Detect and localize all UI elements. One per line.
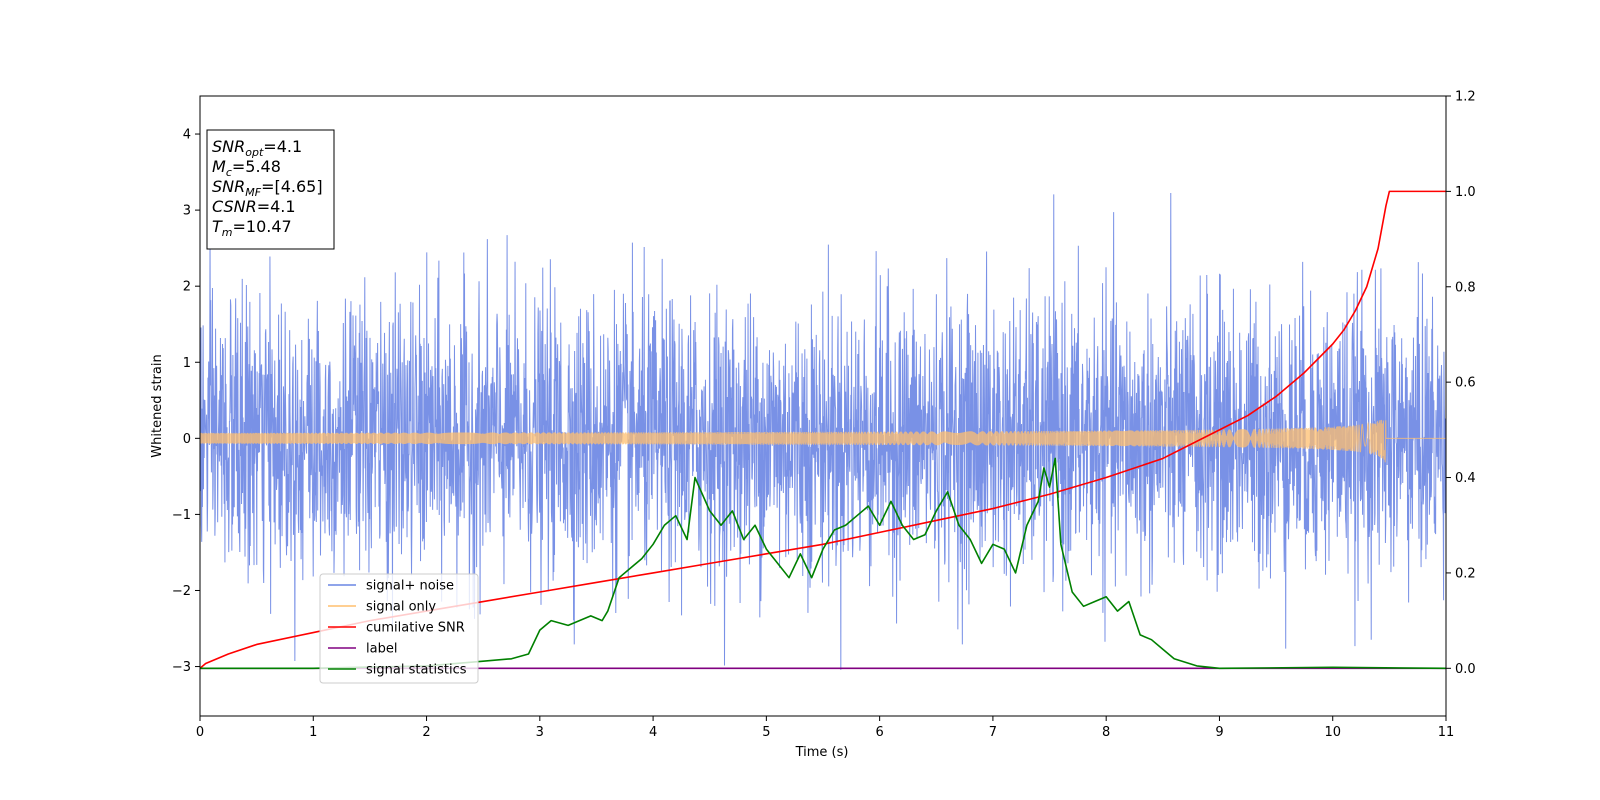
info-box-line: Mc=5.48 bbox=[212, 157, 281, 179]
y-right-tick-label: 0.0 bbox=[1455, 662, 1476, 677]
legend-entry: signal only bbox=[366, 600, 436, 615]
x-tick-label: 5 bbox=[762, 725, 770, 740]
y-left-tick-label: 3 bbox=[183, 204, 191, 219]
y-left-tick-label: −2 bbox=[172, 584, 191, 599]
signal-only-line bbox=[200, 419, 1446, 463]
y-axis-label: Whitened strain bbox=[150, 354, 165, 457]
y-left-tick-label: 2 bbox=[183, 280, 191, 295]
legend-entry: signal+ noise bbox=[366, 579, 454, 594]
info-box-line: SNRMF=[4.65] bbox=[212, 177, 323, 199]
x-tick-label: 8 bbox=[1102, 725, 1110, 740]
x-tick-label: 3 bbox=[536, 725, 544, 740]
legend-frame bbox=[319, 573, 479, 684]
y-right-tick-label: 0.8 bbox=[1455, 280, 1476, 295]
legend-entry: signal statistics bbox=[366, 663, 467, 678]
info-box-frame bbox=[206, 129, 335, 250]
signal-statistics-line bbox=[200, 457, 1446, 670]
x-tick-label: 2 bbox=[422, 725, 430, 740]
legend-entry: cumilative SNR bbox=[366, 621, 465, 636]
y-right-tick-label: 1.2 bbox=[1455, 90, 1476, 105]
y-axis-left: −3 −2 −1 0 1 2 3 4 bbox=[172, 128, 200, 675]
series-signal-noise bbox=[200, 192, 1446, 670]
x-tick-label: 6 bbox=[875, 725, 883, 740]
x-axis-label: Time (s) bbox=[795, 745, 849, 760]
series-signal-only bbox=[200, 419, 1446, 463]
y-left-tick-label: −1 bbox=[172, 508, 191, 523]
legend-entry: label bbox=[366, 642, 397, 657]
x-axis: 0 1 2 3 4 5 6 7 8 9 10 11 bbox=[196, 716, 1454, 740]
y-axis-right: 0.0 0.2 0.4 0.6 0.8 1.0 1.2 bbox=[1446, 90, 1476, 677]
y-right-tick-label: 0.4 bbox=[1455, 471, 1476, 486]
x-tick-label: 4 bbox=[649, 725, 657, 740]
x-tick-label: 9 bbox=[1215, 725, 1223, 740]
y-right-tick-label: 0.2 bbox=[1455, 566, 1476, 581]
x-tick-label: 7 bbox=[989, 725, 997, 740]
x-tick-label: 0 bbox=[196, 725, 204, 740]
y-left-tick-label: 4 bbox=[183, 128, 191, 143]
x-tick-label: 11 bbox=[1438, 725, 1455, 740]
info-box: SNRopt=4.1Mc=5.48SNRMF=[4.65]CSNR=4.1Tm=… bbox=[206, 129, 335, 250]
y-right-tick-label: 0.6 bbox=[1455, 376, 1476, 391]
plot-frame bbox=[199, 95, 1447, 717]
y-left-tick-label: −3 bbox=[172, 660, 191, 675]
y-left-tick-label: 0 bbox=[183, 432, 191, 447]
y-right-tick-label: 1.0 bbox=[1455, 185, 1476, 200]
info-box-line: SNRopt=4.1 bbox=[212, 137, 302, 159]
info-box-line: CSNR=4.1 bbox=[212, 197, 296, 216]
info-box-line: Tm=10.47 bbox=[212, 217, 292, 239]
x-tick-label: 10 bbox=[1324, 725, 1341, 740]
legend: signal+ noise signal only cumilative SNR la… bbox=[319, 573, 479, 684]
signal-noise-line bbox=[200, 192, 1446, 670]
y-left-tick-label: 1 bbox=[183, 356, 191, 371]
x-tick-label: 1 bbox=[309, 725, 317, 740]
